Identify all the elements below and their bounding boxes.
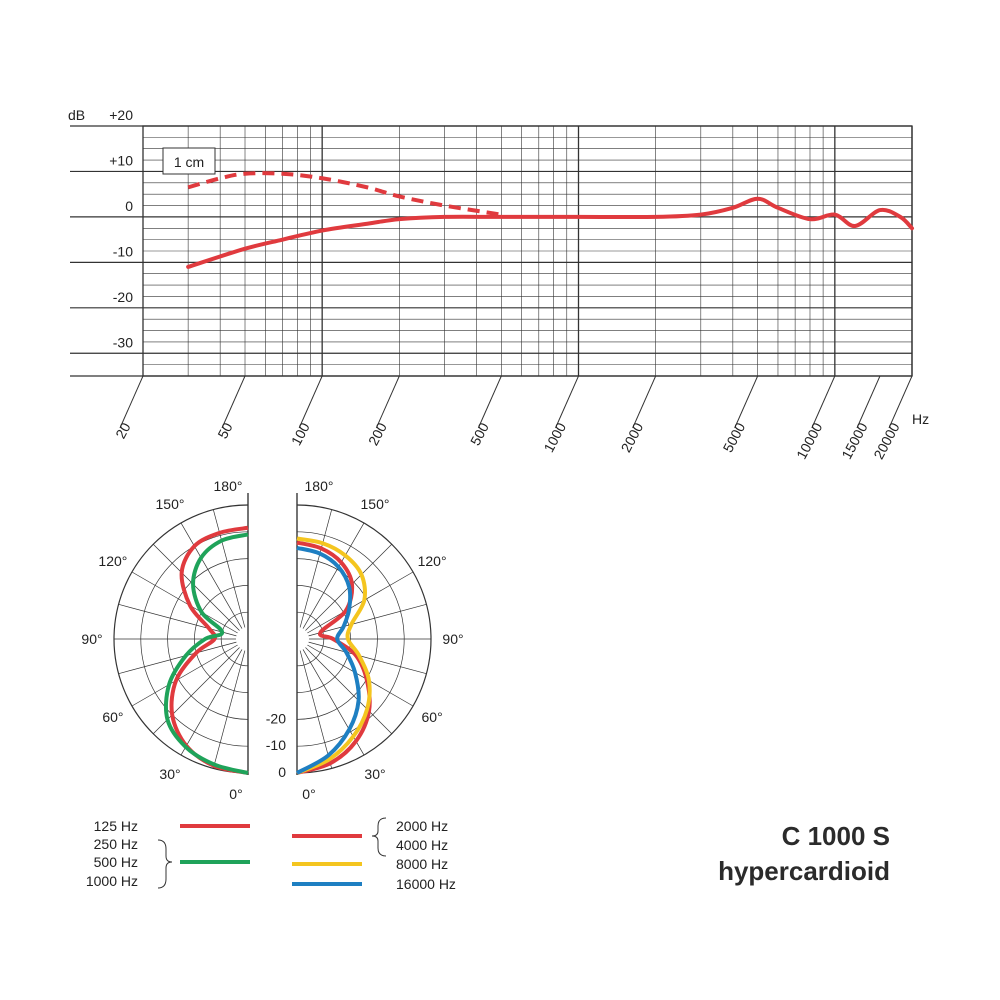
- polar-spoke: [212, 509, 246, 628]
- polar-series-4: [296, 545, 361, 775]
- fr-ytick-label: -10: [113, 243, 133, 259]
- polar-angle-label: 0°: [302, 786, 315, 802]
- polar-spoke: [308, 641, 427, 675]
- fr-xtick-label: 20: [112, 420, 134, 441]
- annotation-1cm-label: 1 cm: [174, 154, 204, 170]
- fr-xtick-label: 1000: [540, 420, 569, 455]
- polar-angle-label: 150°: [361, 496, 390, 512]
- fr-xtick-line: [888, 375, 913, 429]
- polar-angle-label: 60°: [422, 709, 443, 725]
- polar-series-3: [296, 536, 372, 775]
- polar-radial-label: 0: [278, 764, 286, 780]
- fr-xtick-line: [632, 375, 657, 429]
- polar-spoke: [305, 647, 392, 734]
- polar-series-1: [163, 532, 249, 775]
- fr-ytick-label: +10: [109, 152, 133, 168]
- legend-8000hz: 8000 Hz: [396, 856, 448, 872]
- polar-spoke: [180, 649, 243, 756]
- polar-spoke: [302, 522, 365, 629]
- fr-xtick-label: 10000: [793, 420, 826, 462]
- polar-spoke: [212, 650, 246, 769]
- polar-spoke: [299, 509, 333, 628]
- pattern-name: hypercardioid: [718, 856, 890, 886]
- polar-gap: [249, 485, 296, 783]
- fr-xtick-line: [734, 375, 759, 429]
- fr-xtick-line: [375, 375, 400, 429]
- legend-4000hz: 4000 Hz: [396, 837, 448, 853]
- polar-radial-label: -10: [266, 737, 286, 753]
- fr-x-unit: Hz: [912, 411, 929, 427]
- fr-xtick-label: 15000: [838, 420, 871, 462]
- fr-xtick-label: 5000: [720, 420, 749, 455]
- polar-radial-label: -20: [266, 710, 286, 726]
- polar-angle-label: 120°: [98, 553, 127, 569]
- fr-xtick-line: [856, 375, 881, 429]
- legend-125hz: 125 Hz: [94, 818, 138, 834]
- legend-500hz: 500 Hz: [94, 854, 138, 870]
- polar-curves: [163, 525, 372, 775]
- polar-angle-label: 180°: [214, 478, 243, 494]
- legend-right-brace: [371, 817, 387, 857]
- polar-spoke: [307, 644, 414, 707]
- fr-ytick-label: 0: [125, 198, 133, 214]
- polar-series-2: [296, 540, 372, 775]
- polar-angle-label: 60°: [102, 709, 123, 725]
- fr-xtick-line: [298, 375, 323, 429]
- fr-ytick-label: -30: [113, 334, 133, 350]
- fr-ytick-label: -20: [113, 289, 133, 305]
- polar-angle-label: 150°: [156, 496, 185, 512]
- fr-xtick-label: 100: [288, 420, 313, 448]
- legend-16000hz: 16000 Hz: [396, 876, 456, 892]
- polar-spoke: [118, 603, 237, 637]
- fr-xtick-label: 50: [214, 420, 236, 441]
- polar-spoke: [131, 571, 238, 634]
- polar-spoke: [180, 522, 243, 629]
- polar-spoke: [131, 644, 238, 707]
- fr-xtick-line: [477, 375, 502, 429]
- fr-series-proximity: [187, 171, 502, 217]
- polar-angle-label: 90°: [81, 631, 102, 647]
- polar-spoke: [299, 650, 333, 769]
- polar-angle-label: 0°: [229, 786, 242, 802]
- frequency-response-curves: [186, 171, 914, 269]
- polar-spoke: [153, 544, 240, 631]
- fr-series-main: [186, 196, 914, 269]
- legend-1000hz: 1000 Hz: [86, 873, 138, 889]
- polar-spoke: [118, 641, 237, 675]
- polar-labels: 0° 0° 30° 30° 60° 60° 90° 90° 120° 120° 150° 150° 18…: [81, 478, 463, 802]
- polar-spoke: [308, 603, 427, 637]
- fr-xtick-label: 500: [467, 420, 492, 448]
- fr-xtick-line: [221, 375, 246, 429]
- fr-xtick-label: 200: [365, 420, 390, 448]
- fr-xtick-line: [119, 375, 144, 429]
- polar-angle-label: 30°: [159, 766, 180, 782]
- legend-250hz: 250 Hz: [94, 836, 138, 852]
- fr-xtick-label: 2000: [618, 420, 647, 455]
- fr-frame: [142, 125, 913, 377]
- fr-y-unit: dB: [68, 107, 85, 123]
- polar-spoke: [307, 571, 414, 634]
- polar-spoke: [302, 649, 365, 756]
- polar-angle-label: 180°: [305, 478, 334, 494]
- model-name: C 1000 S: [782, 821, 890, 851]
- fr-ytick-label: +20: [109, 107, 133, 123]
- fr-xtick-line: [811, 375, 836, 429]
- legend-left-brace: [157, 839, 173, 889]
- fr-xtick-label: 20000: [870, 420, 903, 462]
- fr-xtick-line: [555, 375, 579, 429]
- polar-angle-label: 30°: [364, 766, 385, 782]
- polar-angle-label: 120°: [418, 553, 447, 569]
- polar-angle-label: 90°: [442, 631, 463, 647]
- legend-2000hz: 2000 Hz: [396, 818, 448, 834]
- polar-legend: 125 Hz 250 Hz 500 Hz 1000 Hz 2000 Hz 400…: [86, 817, 456, 892]
- annotation-1cm: 1 cm: [162, 147, 216, 175]
- frequency-response-grid: [70, 125, 913, 429]
